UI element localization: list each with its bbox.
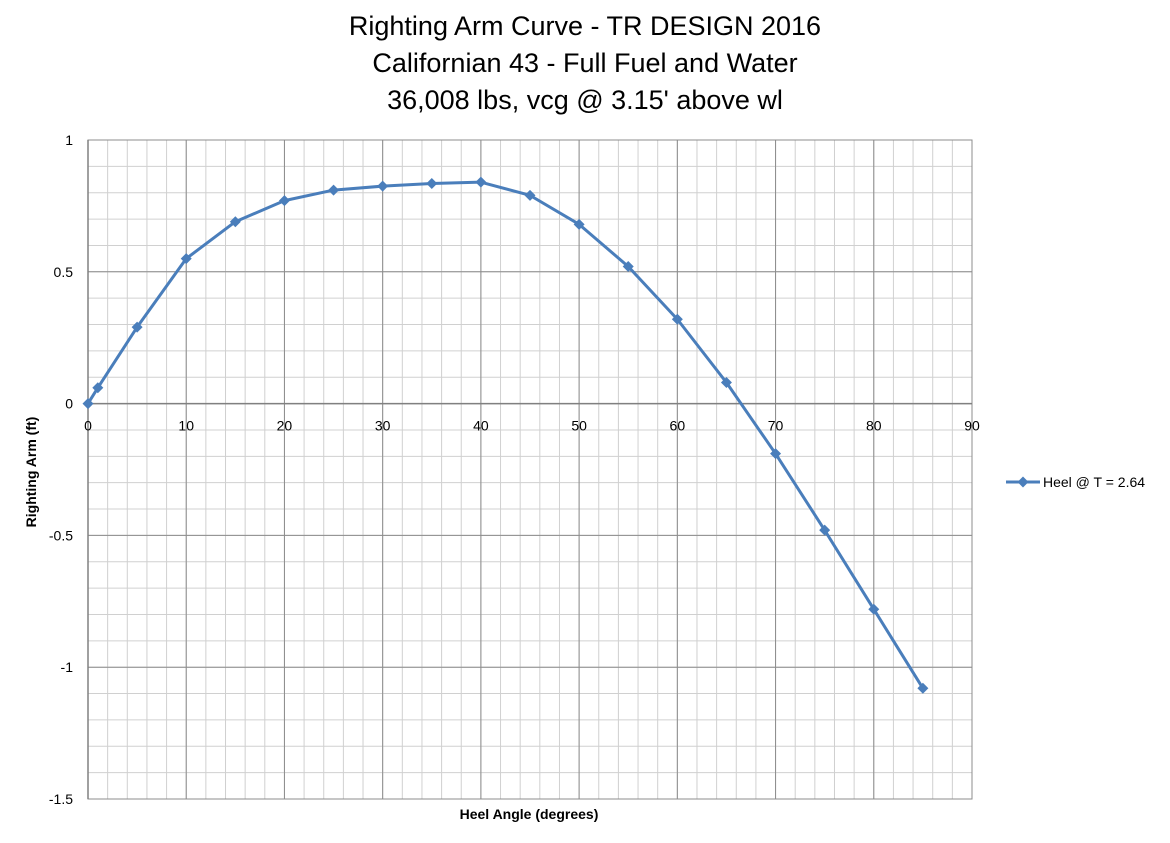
data-point-marker [720, 377, 732, 389]
y-tick-label: -0.5 [49, 527, 73, 543]
y-axis-title: Righting Arm (ft) [23, 417, 39, 528]
data-point-marker [377, 180, 389, 192]
x-tick-labels: 0 10 20 30 40 50 60 70 80 90 [84, 418, 980, 434]
data-point-marker [426, 177, 438, 189]
data-point-marker [819, 524, 831, 536]
chart-title: Righting Arm Curve - TR DESIGN 2016 Cali… [349, 11, 821, 115]
data-point-marker [524, 189, 536, 201]
x-tick-label: 60 [670, 418, 686, 434]
plot-area [87, 139, 973, 800]
data-point-marker [92, 382, 104, 394]
data-point-marker [180, 253, 192, 265]
y-tick-label: -1 [61, 659, 74, 675]
data-point-marker [475, 176, 487, 188]
x-tick-label: 30 [375, 418, 391, 434]
data-point-marker [868, 603, 880, 615]
legend: Heel @ T = 2.64 [1006, 474, 1145, 490]
data-point-marker [82, 398, 94, 410]
y-tick-label: 0.5 [54, 264, 74, 280]
data-point-marker [917, 682, 929, 694]
legend-marker [1017, 476, 1029, 488]
data-point-marker [622, 261, 634, 273]
y-tick-label: 0 [65, 396, 73, 412]
y-tick-label: 1 [65, 132, 73, 148]
chart-title-line-2: Californian 43 - Full Fuel and Water [372, 48, 797, 78]
y-tick-labels: 1 0.5 0 -0.5 -1 -1.5 [49, 132, 73, 807]
x-tick-label: 90 [964, 418, 980, 434]
x-tick-label: 0 [84, 418, 92, 434]
x-tick-label: 80 [866, 418, 882, 434]
chart-title-line-3: 36,008 lbs, vcg @ 3.15' above wl [387, 85, 783, 115]
data-point-marker [278, 195, 290, 207]
x-tick-label: 50 [571, 418, 587, 434]
x-tick-label: 10 [178, 418, 194, 434]
data-point-marker [131, 321, 143, 333]
data-point-marker [671, 313, 683, 325]
data-point-marker [229, 216, 241, 228]
chart-title-line-1: Righting Arm Curve - TR DESIGN 2016 [349, 11, 821, 41]
data-point-marker [328, 184, 340, 196]
x-tick-label: 70 [768, 418, 784, 434]
x-tick-label: 40 [473, 418, 489, 434]
x-axis-title: Heel Angle (degrees) [460, 806, 599, 822]
plot-background [88, 140, 972, 799]
data-point-marker [573, 218, 585, 230]
legend-label: Heel @ T = 2.64 [1043, 474, 1145, 490]
y-tick-label: -1.5 [49, 791, 73, 807]
series-layer [82, 176, 929, 694]
data-point-marker [770, 448, 782, 460]
x-tick-label: 20 [277, 418, 293, 434]
